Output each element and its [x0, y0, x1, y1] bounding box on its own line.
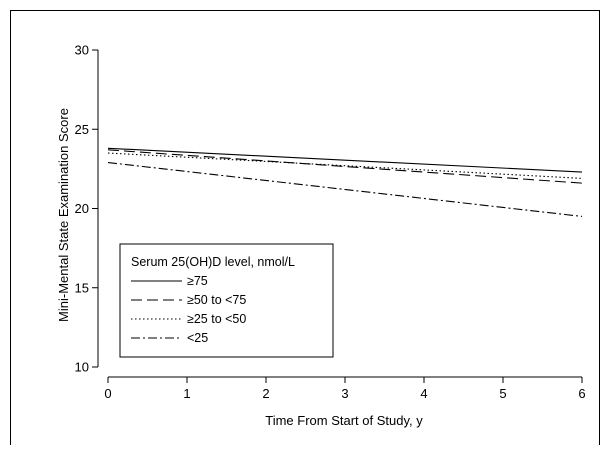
series-line-3 — [107, 152, 583, 179]
legend-item: ≥75 — [131, 274, 208, 288]
x-tick-label: 3 — [341, 386, 348, 401]
y-tick-label: 30 — [75, 43, 89, 58]
legend-label: ≥75 — [187, 274, 208, 288]
series-lines — [107, 147, 583, 217]
series-line-2 — [107, 149, 583, 184]
series-line-4 — [107, 161, 583, 217]
x-tick-label: 5 — [499, 386, 506, 401]
y-axis: 10 15 20 25 30 — [75, 43, 99, 375]
legend-title: Serum 25(OH)D level, nmol/L — [131, 255, 295, 269]
x-tick-label: 1 — [183, 386, 190, 401]
legend-item: ≥25 to <50 — [131, 312, 246, 326]
legend-label: ≥50 to <75 — [187, 293, 246, 307]
y-tick-label: 10 — [75, 360, 89, 375]
legend-label: ≥25 to <50 — [187, 312, 246, 326]
legend: Serum 25(OH)D level, nmol/L ≥75 ≥50 to <7… — [119, 243, 334, 358]
x-tick-label: 2 — [262, 386, 269, 401]
x-tick-label: 0 — [104, 386, 111, 401]
legend-item: ≥50 to <75 — [131, 293, 246, 307]
legend-label: <25 — [187, 331, 208, 345]
x-tick-label: 6 — [578, 386, 585, 401]
y-tick-label: 20 — [75, 201, 89, 216]
legend-item: <25 — [131, 331, 208, 345]
y-tick-label: 25 — [75, 122, 89, 137]
y-tick-label: 15 — [75, 280, 89, 295]
x-axis: 0 1 2 3 4 5 6 — [104, 376, 586, 401]
legend-items: ≥75 ≥50 to <75 ≥25 to <50 <25 — [131, 274, 246, 345]
figure-frame — [10, 10, 600, 445]
y-axis-label: Mini-Mental State Examination Score — [56, 108, 71, 322]
x-axis-label: Time From Start of Study, y — [265, 413, 423, 428]
x-tick-label: 4 — [420, 386, 427, 401]
series-line-1 — [107, 147, 583, 173]
